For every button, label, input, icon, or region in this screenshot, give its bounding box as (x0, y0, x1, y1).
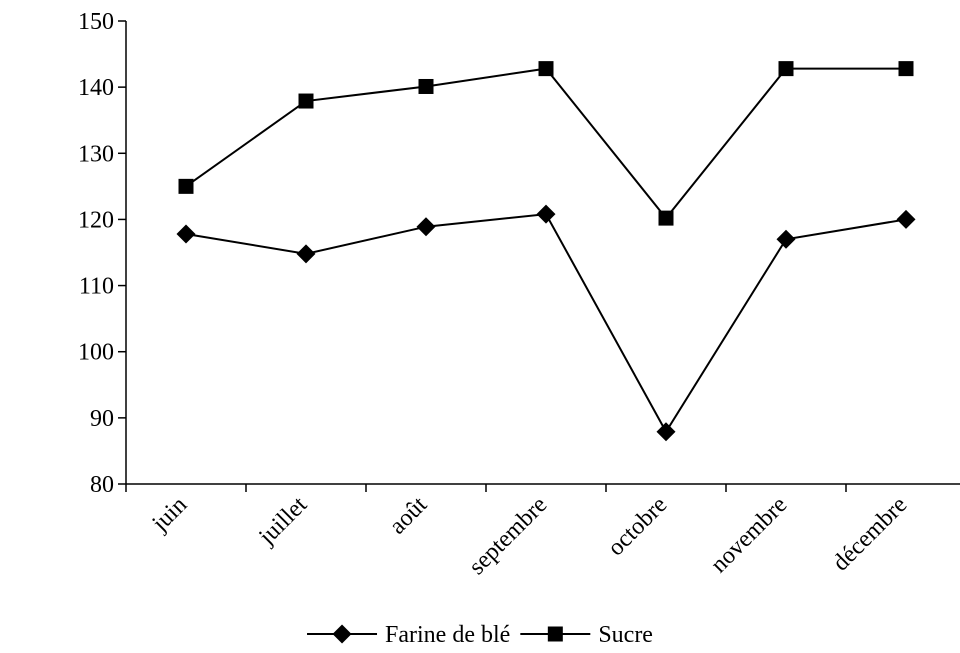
data-point-farine-de-ble (416, 217, 436, 237)
legend: Farine de blé Sucre (307, 622, 653, 648)
x-tick-label-septembre: septembre (464, 492, 552, 580)
x-axis: juin juillet août septembre octobre novembre d… (125, 483, 960, 580)
data-point-sucre (298, 93, 314, 109)
series-farine-de-ble (176, 204, 916, 442)
series-sucre (178, 61, 914, 226)
data-point-farine-de-ble (656, 422, 676, 442)
x-tick-label-decembre: décembre (828, 492, 912, 576)
y-tick-label: 90 (90, 406, 114, 432)
series-line-farine-de-ble (185, 213, 907, 434)
legend-label-farine-de-ble: Farine de blé (385, 622, 510, 648)
y-tick-label: 110 (79, 274, 114, 300)
y-tick-label: 100 (78, 340, 114, 366)
data-point-sucre (178, 178, 194, 194)
y-tick-label: 80 (90, 472, 114, 498)
legend-label-sucre: Sucre (598, 622, 653, 648)
data-point-farine-de-ble (176, 224, 196, 244)
y-axis: 80 90 100 110 120 130 140 150 (78, 9, 127, 498)
data-point-sucre (538, 61, 554, 77)
x-tick-label-novembre: novembre (706, 492, 792, 578)
data-point-farine-de-ble (296, 244, 316, 264)
y-tick-label: 120 (78, 207, 114, 233)
x-tick-label-juin: juin (147, 492, 192, 537)
series-line-sucre (185, 67, 906, 220)
data-point-farine-de-ble (776, 229, 796, 249)
y-tick-label: 130 (78, 141, 114, 167)
data-point-sucre (778, 61, 794, 77)
data-point-farine-de-ble (896, 209, 916, 229)
legend-marker-farine-de-ble (332, 624, 352, 644)
x-tick-label-octobre: octobre (603, 492, 672, 561)
data-point-sucre (898, 61, 914, 77)
legend-marker-sucre (547, 626, 563, 642)
data-point-sucre (658, 210, 674, 226)
x-tick-label-juillet: juillet (254, 492, 313, 551)
x-tick-label-aout: août (385, 492, 433, 540)
data-point-farine-de-ble (536, 204, 556, 224)
y-tick-label: 140 (78, 75, 114, 101)
y-tick-label: 150 (78, 9, 114, 35)
data-point-sucre (418, 78, 434, 94)
series-layer (176, 61, 916, 442)
